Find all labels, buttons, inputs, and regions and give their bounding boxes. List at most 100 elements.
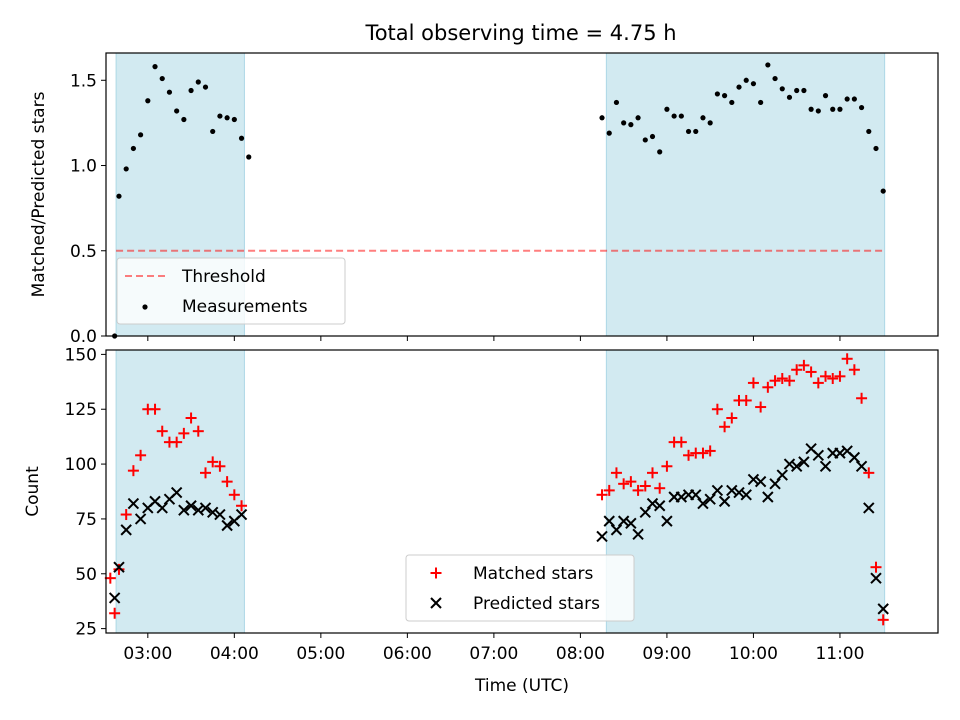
matched-star-point	[704, 445, 716, 457]
measurement-point	[217, 113, 223, 119]
measurements-legend-swatch	[142, 304, 148, 310]
marker-stroke	[747, 473, 760, 486]
matched-star-point	[827, 373, 839, 385]
predicted-star-point	[632, 528, 644, 540]
ratio-panel-legend: Threshold Measurements	[116, 257, 346, 325]
marker-stroke	[120, 524, 132, 536]
x-tick-label: 08:00	[556, 644, 605, 664]
matched-star-point	[762, 381, 774, 393]
matched-star-point	[149, 403, 161, 415]
predicted-star-point	[113, 561, 125, 573]
measurement-point	[808, 106, 814, 112]
marker-stroke	[192, 504, 204, 516]
matched-star-point	[848, 364, 860, 376]
marker-stroke	[798, 456, 810, 468]
measurement-point	[729, 99, 735, 106]
measurement-point	[736, 84, 742, 90]
count-panel-legend: Matched stars Predicted stars	[405, 554, 635, 622]
marker-stroke	[783, 458, 796, 470]
x-tick-label: 03:00	[123, 644, 172, 664]
x-tick-label: 04:00	[210, 644, 259, 664]
measurement-point	[707, 120, 713, 126]
marker-stroke	[617, 515, 630, 527]
matched-star-point	[863, 467, 875, 479]
ratio-panel-marks	[112, 62, 886, 339]
predicted-star-point	[834, 447, 846, 459]
marker-stroke	[740, 489, 752, 501]
marker-stroke	[632, 528, 644, 540]
marker-stroke	[877, 603, 889, 615]
matched-star-point	[798, 359, 810, 371]
predicted-legend-label: Predicted stars	[473, 594, 600, 614]
marker-stroke	[596, 530, 608, 543]
measurement-point	[621, 120, 627, 126]
marker-stroke	[639, 506, 651, 519]
measurement-point	[152, 64, 158, 70]
measurement-point	[786, 94, 793, 100]
matched-star-point	[697, 447, 709, 459]
y-tick-label: 50	[75, 565, 97, 585]
measurements-legend-label: Measurements	[182, 297, 308, 317]
count-panel-axes: 25 50 75 100 125 150 03:00 04:00 05:00 06:00 07:00…	[65, 345, 865, 664]
marker-stroke	[848, 451, 861, 464]
predicted-star-point	[754, 475, 767, 488]
marker-stroke	[711, 484, 724, 497]
marker-stroke	[726, 484, 738, 497]
measurement-point	[166, 89, 173, 95]
marker-stroke	[661, 515, 673, 527]
x-axis-label: Time (UTC)	[474, 676, 569, 696]
marker-stroke	[430, 597, 442, 609]
matched-star-point	[214, 460, 226, 472]
matched-star-point	[805, 366, 817, 378]
ratio-legend-box	[116, 257, 346, 325]
matched-star-point	[618, 478, 630, 490]
measurement-point	[822, 93, 829, 99]
measurement-point	[750, 81, 757, 87]
measurement-point	[693, 128, 699, 135]
measurement-point	[599, 115, 605, 121]
matched-star-point	[747, 377, 759, 389]
predicted-star-point	[235, 508, 248, 521]
predicted-star-point	[819, 460, 832, 472]
predicted-star-point	[762, 491, 774, 503]
predicted-star-point	[603, 515, 615, 527]
marker-stroke	[863, 502, 875, 514]
matched-star-point	[120, 509, 132, 521]
count-panel-ylabel: Count	[23, 466, 43, 517]
predicted-star-point	[848, 451, 861, 464]
measurement-point	[195, 79, 201, 85]
measurement-point	[130, 145, 136, 152]
predicted-star-point	[863, 502, 875, 514]
predicted-star-point	[192, 504, 204, 516]
marker-stroke	[206, 506, 219, 519]
matched-star-point	[841, 353, 853, 365]
measurement-point	[628, 122, 634, 128]
marker-stroke	[870, 572, 882, 584]
measurement-point	[657, 149, 663, 155]
matched-star-point	[783, 375, 795, 387]
measurement-point	[210, 128, 216, 135]
marker-stroke	[754, 475, 767, 488]
measurement-point	[794, 87, 800, 94]
y-tick-label: 150	[65, 345, 97, 365]
measurement-point	[642, 137, 648, 143]
predicted-star-point	[108, 592, 121, 604]
marker-stroke	[199, 502, 212, 514]
matched-star-point	[113, 563, 125, 575]
matched-legend-label: Matched stars	[473, 564, 593, 584]
measurement-point	[772, 75, 778, 82]
matched-star-point	[755, 401, 767, 413]
matched-star-point	[610, 467, 622, 479]
matched-legend-marker	[430, 567, 442, 579]
measurement-point	[858, 104, 865, 111]
threshold-legend-label: Threshold	[181, 267, 266, 287]
measurement-point	[801, 87, 807, 94]
marker-stroke	[769, 478, 781, 490]
measurement-point	[202, 84, 209, 90]
predicted-star-point	[877, 603, 889, 615]
matched-star-point	[185, 412, 197, 424]
marker-stroke	[149, 495, 161, 508]
marker-stroke	[127, 497, 140, 510]
chart-title: Total observing time = 4.75 h	[364, 21, 676, 45]
predicted-star-point	[855, 460, 868, 472]
